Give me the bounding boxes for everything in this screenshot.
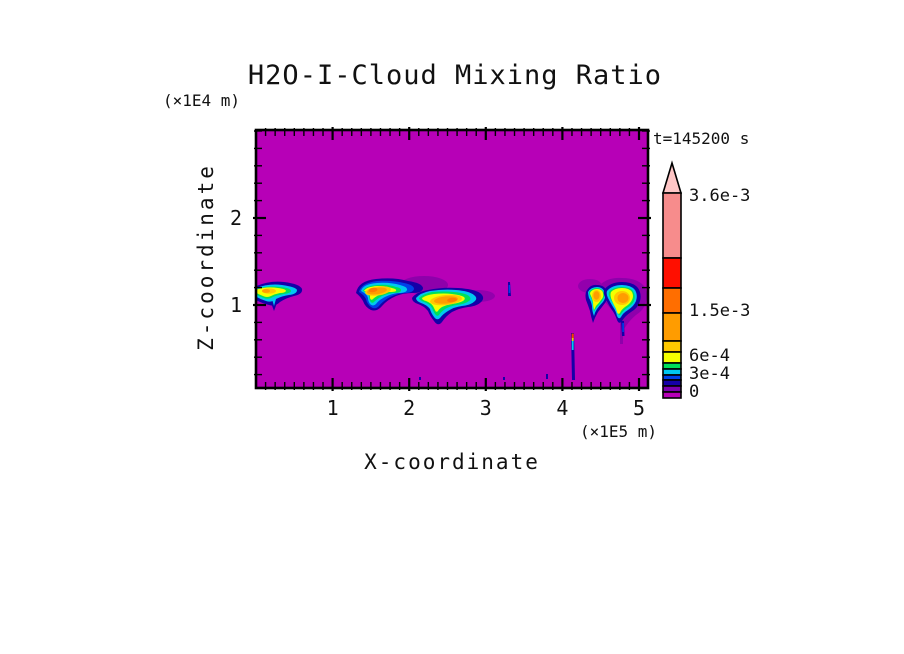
- cloud-field: [256, 276, 648, 380]
- cloud-blob-4b: [603, 282, 641, 336]
- colorbar-segment: [662, 340, 682, 353]
- z-axis-unit-label: (×1E4 m): [163, 91, 241, 110]
- cloud-streak-small: [508, 282, 511, 296]
- x-tick-label-3: 3: [479, 396, 492, 420]
- colorbar-segment: [662, 351, 682, 364]
- cloud-blob-2: [356, 278, 423, 311]
- x-tick-label-2: 2: [403, 396, 416, 420]
- colorbar-level-label: 1.5e-3: [689, 301, 751, 321]
- cloud-blob-1: [256, 281, 303, 311]
- colorbar: [661, 160, 683, 399]
- colorbar-segment: [662, 312, 682, 342]
- x-tick-label-4: 4: [556, 396, 569, 420]
- colorbar-level-label: 3.6e-3: [689, 186, 751, 206]
- contour-plot: [253, 127, 651, 391]
- colorbar-segment: [662, 287, 682, 314]
- colorbar-overflow-arrow: [661, 160, 683, 194]
- cloud-blob-3: [412, 287, 484, 325]
- z-tick-label-1: 1: [229, 293, 242, 317]
- x-axis-unit-label: (×1E5 m): [579, 422, 657, 441]
- x-tick-label-1: 1: [326, 396, 339, 420]
- colorbar-segment: [662, 379, 682, 387]
- speck: [419, 377, 421, 380]
- title-text: H2O-I-Cloud Mixing Ratio: [247, 60, 663, 91]
- colorbar-segment: [662, 368, 682, 376]
- plot-border: [254, 128, 650, 390]
- colorbar-level-label: 0: [689, 382, 700, 402]
- colorbar-segment: [662, 192, 682, 259]
- colorbar-segment: [662, 385, 682, 393]
- x-axis-title: X-coordinate: [364, 450, 540, 474]
- colorbar-segment: [662, 362, 682, 370]
- colorbar-level-label: 6e-4: [689, 346, 730, 366]
- plot-background: [256, 130, 648, 388]
- page-title: H2O-I-Cloud Mixing Ratio: [0, 60, 904, 91]
- colorbar-segment: [662, 391, 682, 399]
- colorbar-segment: [662, 257, 682, 289]
- cloud-blob-4a: [585, 284, 608, 323]
- speck: [546, 374, 548, 379]
- z-axis-title-text: Z-coordinate: [194, 163, 218, 351]
- x-tick-label-5: 5: [632, 396, 646, 420]
- z-tick-label-2: 2: [229, 206, 242, 230]
- speck: [503, 377, 505, 380]
- colorbar-segments: [662, 192, 682, 399]
- cloud-streak-vertical: [571, 333, 575, 380]
- colorbar-level-label: 3e-4: [689, 364, 730, 384]
- haze-streak: [620, 320, 623, 344]
- time-annotation: t=145200 s: [653, 129, 750, 148]
